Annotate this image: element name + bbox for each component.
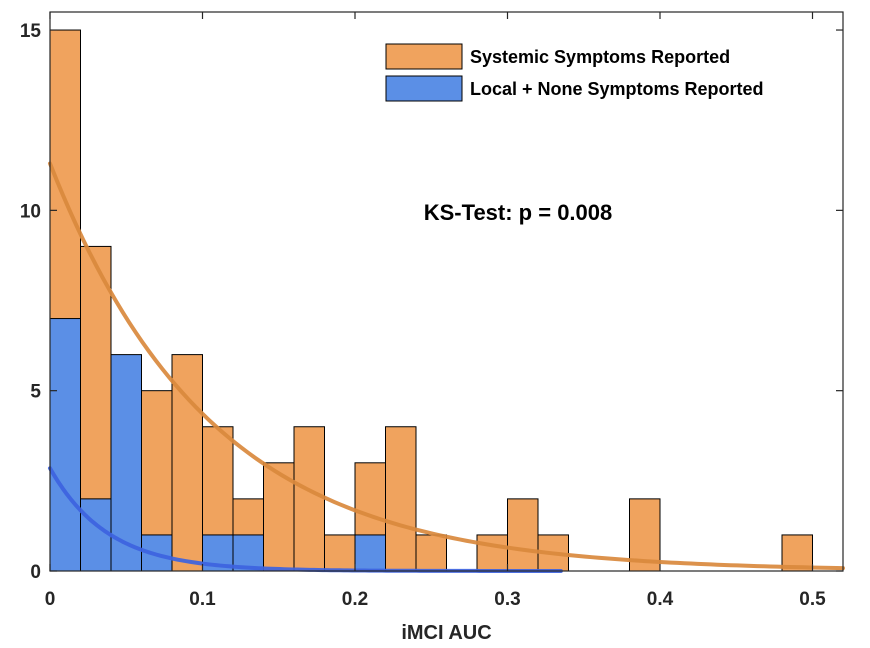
systemic-bars bbox=[49, 29, 813, 572]
ks-test-annotation: KS-Test: p = 0.008 bbox=[424, 200, 613, 225]
systemic-bar bbox=[324, 534, 356, 572]
x-tick-label: 0.4 bbox=[647, 589, 674, 610]
x-tick-label: 0.5 bbox=[799, 589, 826, 610]
y-tick-labels: 0 5 10 15 bbox=[20, 21, 42, 583]
legend-swatch-systemic bbox=[385, 43, 463, 70]
local-bar bbox=[49, 318, 81, 572]
x-tick-labels: 0 0.1 0.2 0.3 0.4 0.5 bbox=[45, 589, 826, 610]
x-tick-label: 0.2 bbox=[342, 589, 368, 610]
systemic-bar bbox=[293, 426, 325, 572]
systemic-fit-curve bbox=[48, 161, 845, 571]
y-tick-label: 10 bbox=[20, 201, 41, 222]
y-tick-label: 0 bbox=[30, 562, 41, 583]
systemic-bar bbox=[476, 534, 508, 572]
legend-label-systemic: Systemic Symptoms Reported bbox=[470, 47, 730, 67]
systemic-bar bbox=[415, 534, 447, 572]
legend-swatch-local bbox=[385, 75, 463, 102]
x-tick-label: 0.1 bbox=[189, 589, 216, 610]
axis-ticks bbox=[49, 12, 843, 572]
systemic-bar bbox=[385, 426, 417, 572]
systemic-bar bbox=[507, 498, 539, 572]
local-bar bbox=[354, 534, 386, 572]
x-tick-label: 0.3 bbox=[494, 589, 520, 610]
legend-label-local: Local + None Symptoms Reported bbox=[470, 79, 764, 99]
local-bar bbox=[80, 498, 112, 572]
y-tick-label: 5 bbox=[30, 382, 41, 403]
axes-box bbox=[49, 11, 844, 572]
x-tick-label: 0 bbox=[45, 589, 56, 610]
x-axis-title: iMCI AUC bbox=[401, 622, 491, 644]
legend: Systemic Symptoms Reported Local + None … bbox=[385, 43, 764, 102]
y-tick-label: 15 bbox=[20, 21, 42, 42]
local-bar bbox=[110, 354, 142, 572]
systemic-bar bbox=[781, 534, 813, 572]
